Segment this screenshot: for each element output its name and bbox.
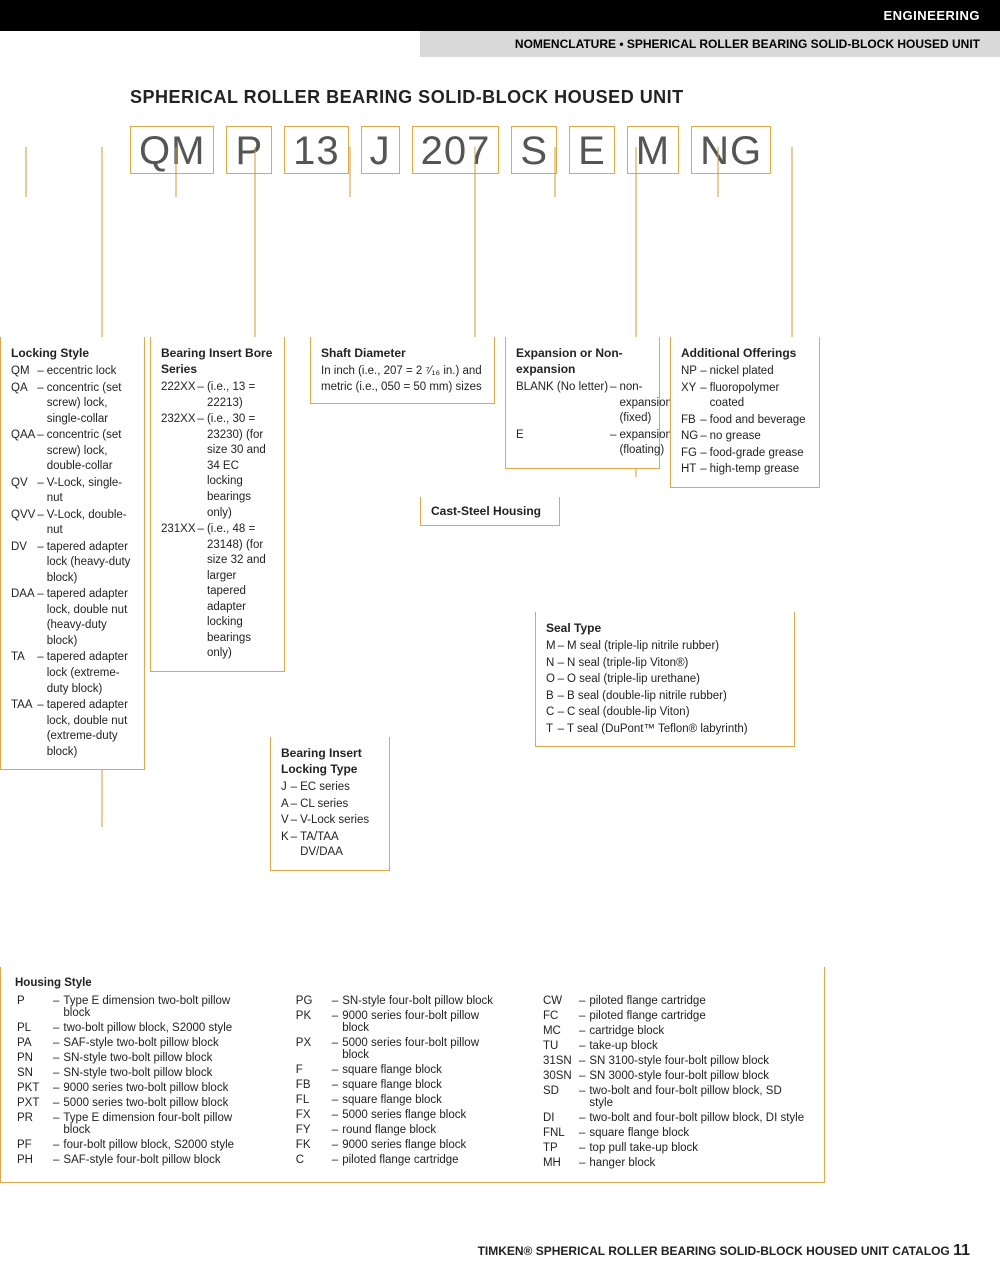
code-box: E: [569, 126, 615, 174]
code-box: S: [511, 126, 557, 174]
code-box: 13: [284, 126, 349, 174]
panel-housing-style: Housing Style P–Type E dimension two-bol…: [0, 967, 825, 1183]
code-box: P: [226, 126, 272, 174]
panel-locking-type: Bearing Insert Locking Type J–EC seriesA…: [270, 737, 390, 871]
header-category: ENGINEERING: [0, 0, 1000, 31]
page-title: SPHERICAL ROLLER BEARING SOLID-BLOCK HOU…: [130, 87, 960, 108]
code-box: QM: [130, 126, 214, 174]
code-box: 207: [412, 126, 500, 174]
code-box: M: [627, 126, 679, 174]
panel-cast-steel: Cast-Steel Housing: [420, 497, 560, 526]
code-row: QMP13J207SEMNG: [130, 126, 960, 174]
page: ENGINEERING NOMENCLATURE • SPHERICAL ROL…: [0, 0, 1000, 1280]
code-box: J: [361, 126, 400, 174]
panel-locking-style: Locking Style QM–eccentric lockQA–concen…: [0, 337, 145, 770]
footer: TIMKEN® SPHERICAL ROLLER BEARING SOLID-B…: [478, 1242, 970, 1260]
content: SPHERICAL ROLLER BEARING SOLID-BLOCK HOU…: [0, 57, 1000, 174]
panel-bore-series: Bearing Insert Bore Series 222XX–(i.e., …: [150, 337, 285, 672]
code-box: NG: [691, 126, 771, 174]
panel-expansion: Expansion or Non-expansion BLANK (No let…: [505, 337, 660, 469]
panel-shaft: Shaft Diameter In inch (i.e., 207 = 2 ⁷⁄…: [310, 337, 495, 404]
header-subtitle: NOMENCLATURE • SPHERICAL ROLLER BEARING …: [420, 31, 1000, 57]
panel-seal-type: Seal Type M–M seal (triple-lip nitrile r…: [535, 612, 795, 747]
panel-offerings: Additional Offerings NP–nickel platedXY–…: [670, 337, 820, 488]
